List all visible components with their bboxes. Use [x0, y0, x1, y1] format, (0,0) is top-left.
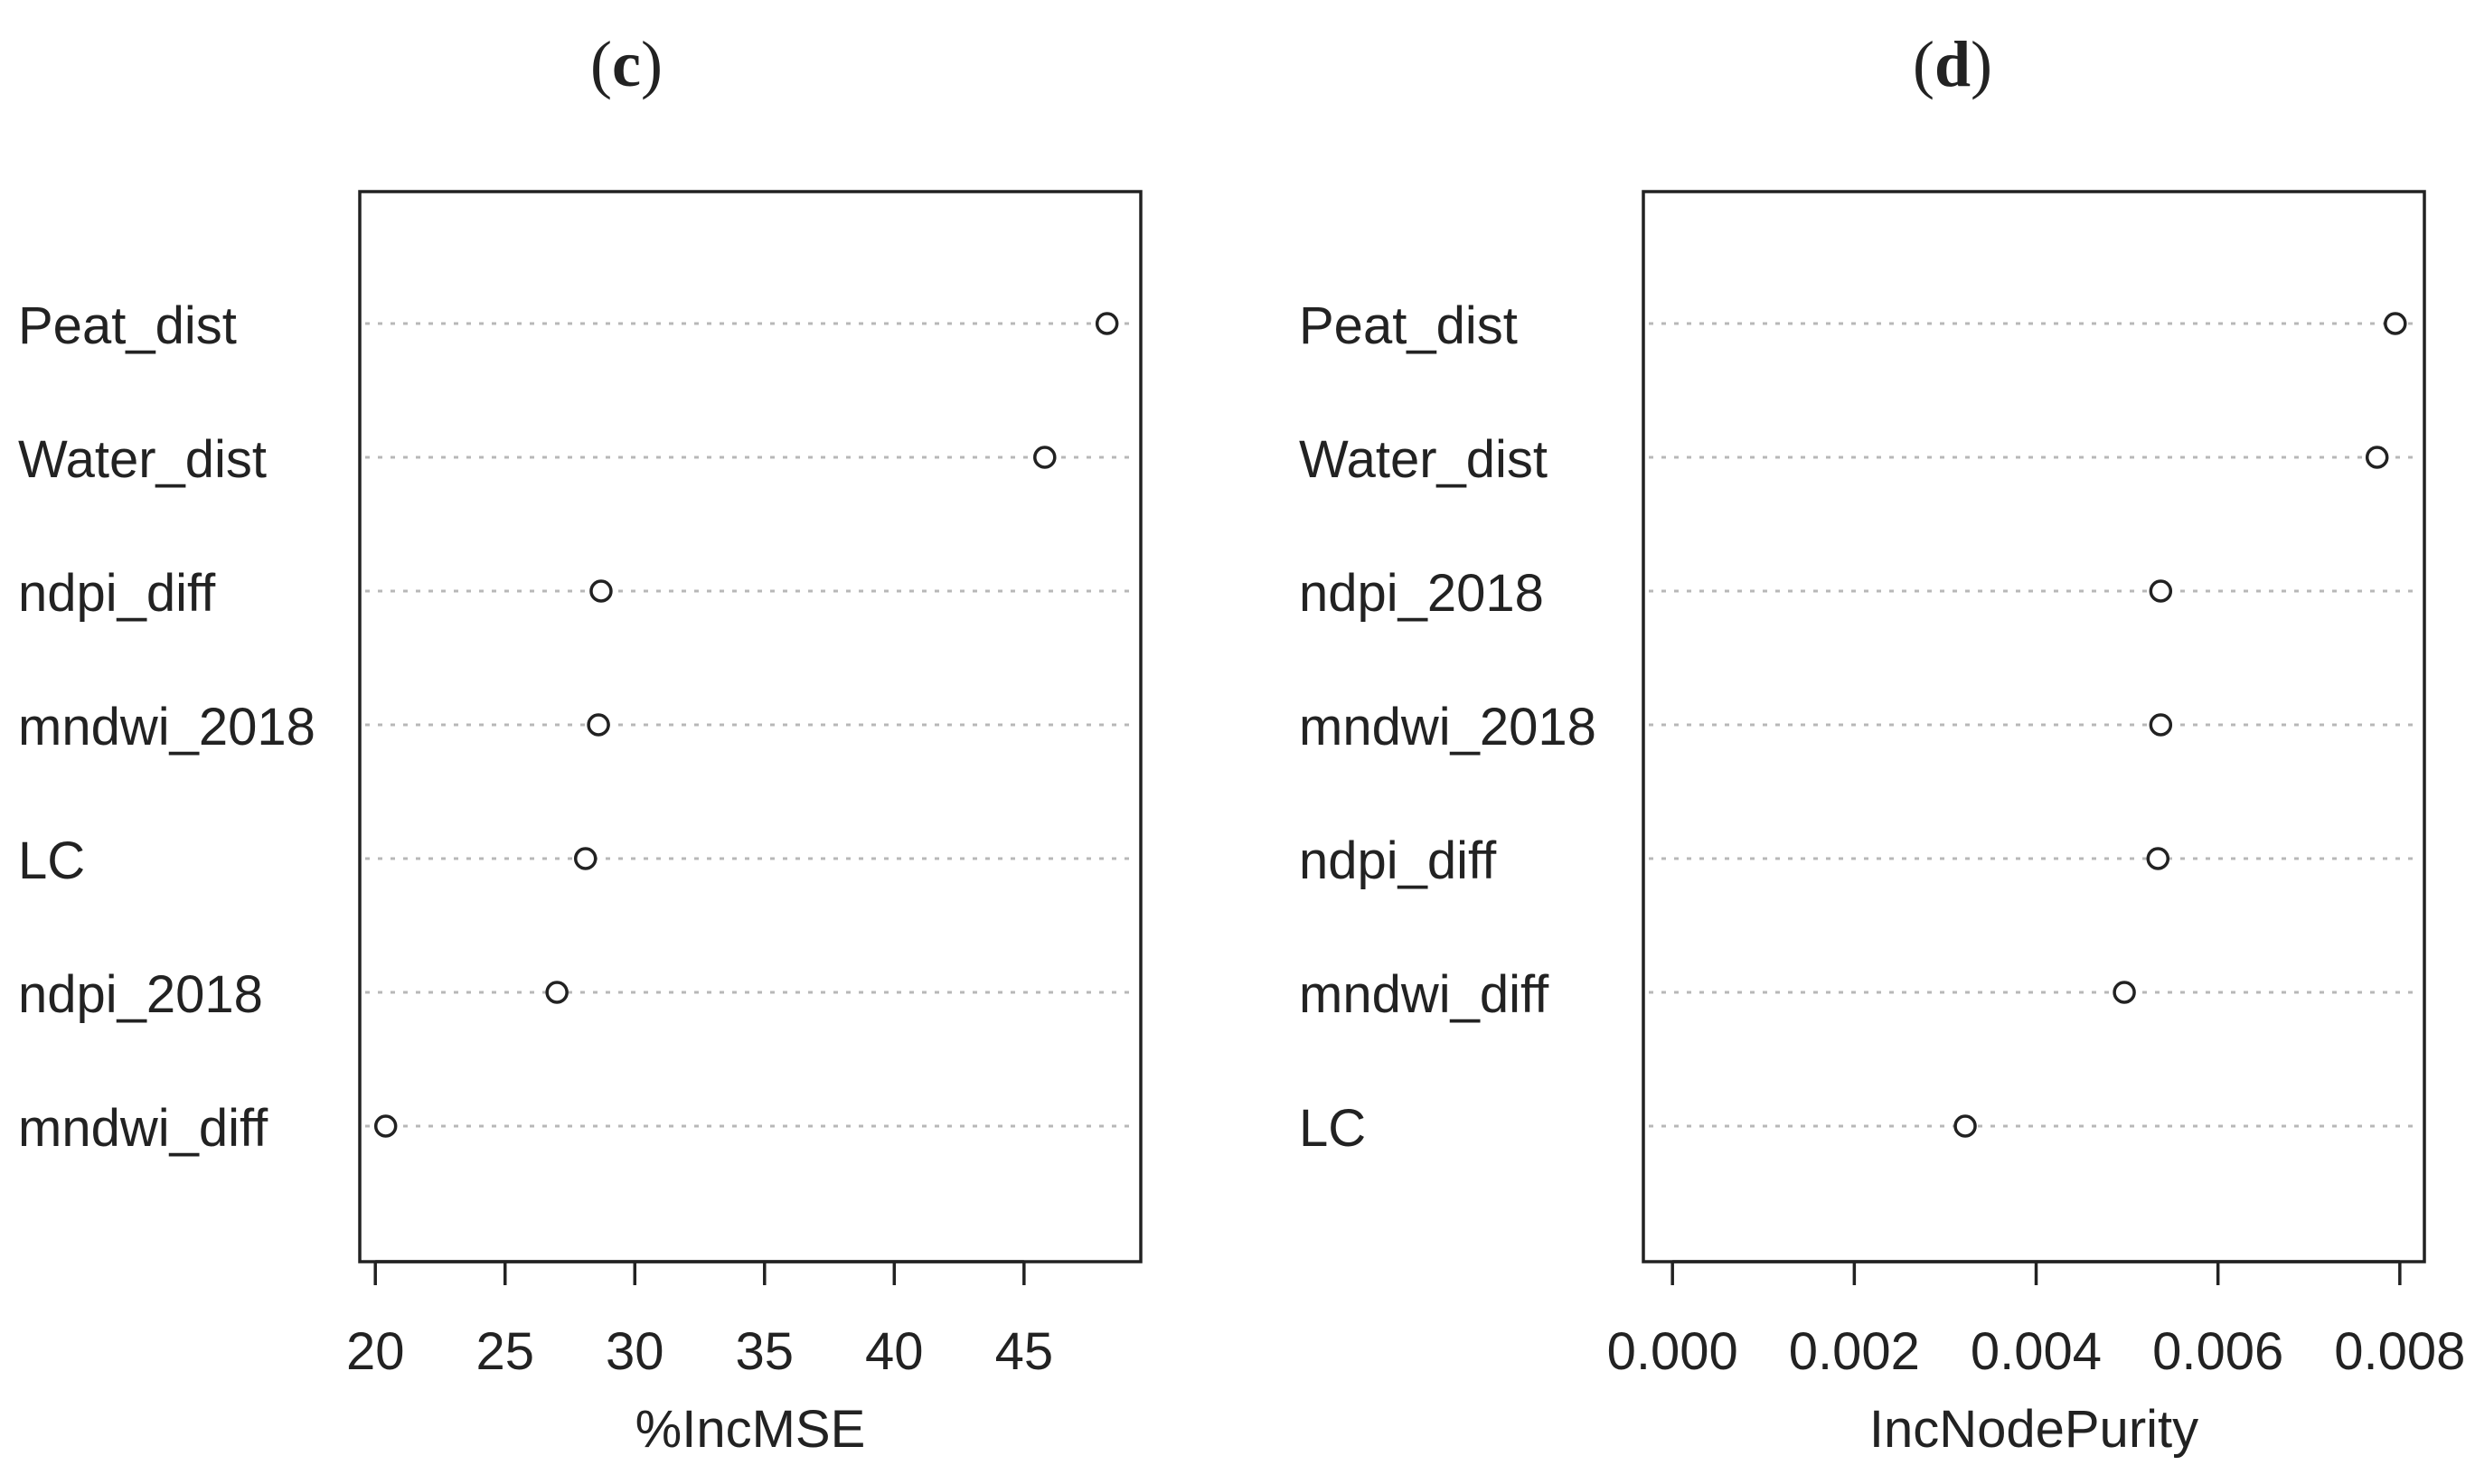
panel-d-x-tick-label-0: 0.000	[1607, 1322, 1738, 1381]
panel-c-point-6	[373, 1114, 398, 1138]
panel-c-category-label-2: ndpi_diff	[18, 564, 216, 623]
panel-c-x-axis-title: %IncMSE	[635, 1400, 866, 1459]
panel-d-category-label-0: Peat_dist	[1299, 296, 1518, 355]
panel-d-point-2	[2149, 579, 2173, 603]
panel-d-category-label-3: mndwi_2018	[1299, 698, 1596, 756]
panel-c-point-0	[1095, 312, 1119, 335]
panel-d-category-label-4: ndpi_diff	[1299, 831, 1497, 890]
panel-d-x-tick-label-1: 0.002	[1789, 1322, 1920, 1381]
panel-c-x-tick-label-0: 20	[346, 1322, 405, 1381]
panel-d-category-label-2: ndpi_2018	[1299, 564, 1544, 623]
panel-c-category-label-6: mndwi_diff	[18, 1099, 268, 1158]
panel-d-point-5	[2113, 981, 2136, 1004]
panel-d-point-0	[2384, 312, 2407, 335]
panel-d-tag-close: )	[1971, 28, 1992, 100]
panel-c-category-label-1: Water_dist	[18, 430, 267, 489]
panel-c-category-label-5: ndpi_2018	[18, 965, 263, 1024]
panel-c-x-tick-label-1: 25	[475, 1322, 534, 1381]
panel-d-tag-open: (	[1913, 28, 1934, 100]
panel-c-x-tick-label-2: 30	[606, 1322, 664, 1381]
panel-d-category-label-1: Water_dist	[1299, 430, 1548, 489]
panel-d-x-tick-label-3: 0.006	[2152, 1322, 2283, 1381]
panel-c-point-1	[1033, 446, 1057, 469]
panel-d-tag-letter: d	[1934, 28, 1971, 100]
panel-c-point-3	[587, 713, 610, 737]
panel-c-point-4	[573, 847, 598, 870]
panel-c-point-2	[589, 579, 613, 603]
panel-d-tag: (d)	[1913, 28, 1992, 100]
panel-c-category-label-3: mndwi_2018	[18, 698, 315, 756]
panel-d-x-tick-label-4: 0.008	[2334, 1322, 2465, 1381]
panel-c-category-label-0: Peat_dist	[18, 296, 237, 355]
panel-d-point-4	[2146, 847, 2170, 870]
panel-d-category-label-6: LC	[1299, 1099, 1366, 1158]
panel-d-category-label-5: mndwi_diff	[1299, 965, 1549, 1024]
panel-c-x-tick-label-3: 35	[736, 1322, 795, 1381]
panel-c-point-5	[545, 981, 569, 1004]
panel-d-x-axis-title: IncNodePurity	[1869, 1400, 2198, 1459]
panel-c-category-label-4: LC	[18, 831, 85, 890]
panel-d-point-6	[1953, 1114, 1977, 1138]
panel-d-point-3	[2149, 713, 2173, 737]
panel-c: (c) Peat_dist Water_dist ndpi_diff mndwi_201…	[18, 28, 1143, 1459]
panel-c-tag-close: )	[641, 28, 663, 100]
panel-c-tag-open: (	[590, 28, 612, 100]
panel-d-point-1	[2365, 446, 2389, 469]
panel-c-x-tick-label-4: 40	[865, 1322, 924, 1381]
panel-d-x-tick-label-2: 0.004	[1971, 1322, 2102, 1381]
panel-c-tag: (c)	[590, 28, 663, 100]
panel-c-tag-letter: c	[612, 28, 641, 100]
panel-c-x-tick-label-5: 45	[995, 1322, 1054, 1381]
panel-d: (d) Peat_dist Water_dist ndpi_2018 mndwi_201…	[1299, 28, 2465, 1459]
